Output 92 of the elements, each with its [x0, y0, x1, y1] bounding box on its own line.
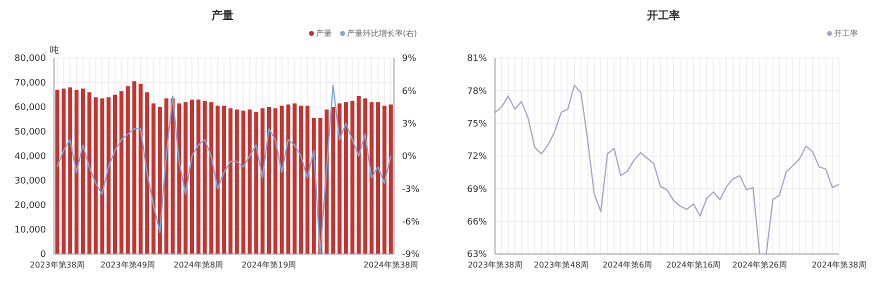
bar	[94, 97, 98, 254]
line-series	[56, 84, 392, 254]
y2-tick-label: 3%	[402, 120, 417, 130]
bar	[202, 100, 207, 254]
bar	[190, 100, 194, 254]
bar	[106, 97, 111, 254]
y-tick-label: 50,000	[14, 128, 46, 138]
bar	[145, 92, 150, 254]
x-tick-label: 2023年第38周	[30, 260, 84, 270]
bar	[234, 109, 239, 254]
bar	[196, 100, 200, 254]
bar	[80, 88, 85, 254]
bar	[248, 109, 252, 254]
bar	[363, 98, 368, 254]
y2-tick-label: 0%	[402, 152, 417, 162]
x-tick-label: 2024年第8周	[174, 260, 224, 270]
bar	[370, 102, 374, 254]
y2-tick-label: -9%	[402, 250, 420, 260]
bar	[344, 102, 348, 254]
bar	[350, 100, 354, 254]
y-tick-label: 60,000	[14, 103, 46, 114]
bar	[331, 107, 336, 254]
x-tick-label: 2023年第48周	[534, 260, 588, 270]
legend-label: 开工率	[833, 28, 858, 39]
bar	[338, 103, 342, 254]
bar	[376, 102, 380, 254]
bar	[158, 107, 162, 254]
y-tick-label: 66%	[466, 218, 488, 228]
bar	[132, 81, 136, 254]
bar	[216, 106, 220, 254]
y-axis-title: 吨	[50, 44, 59, 57]
bar	[184, 102, 188, 254]
bar	[113, 94, 118, 254]
y-tick-label: 20,000	[14, 201, 46, 212]
y2-tick-label: -3%	[402, 184, 420, 195]
bar	[62, 88, 66, 254]
bar	[126, 86, 130, 254]
bar	[209, 102, 214, 254]
bar	[280, 106, 284, 254]
y2-tick-label: -6%	[402, 218, 420, 228]
bar	[273, 108, 278, 254]
legend-label: 产量环比增长率(右)	[346, 28, 417, 39]
y-tick-label: 80,000	[14, 54, 46, 64]
y-tick-label: 81%	[466, 54, 488, 64]
bar	[382, 106, 386, 254]
y-tick-label: 72%	[466, 152, 488, 162]
y-tick-label: 40,000	[14, 152, 46, 162]
bar	[55, 90, 60, 254]
bar	[68, 87, 72, 254]
y2-tick-label: 6%	[402, 86, 417, 97]
y-tick-label: 78%	[466, 86, 488, 97]
chart-title: 开工率	[646, 8, 681, 24]
y2-tick-label: 9%	[402, 54, 417, 64]
y-tick-label: 75%	[466, 120, 488, 130]
x-tick-label: 2024年第38周	[364, 260, 418, 270]
bar	[119, 91, 124, 254]
bar	[74, 90, 79, 254]
bar	[388, 104, 393, 254]
bar	[222, 106, 226, 254]
x-tick-label: 2024年第26周	[732, 260, 787, 270]
bar	[260, 108, 265, 254]
chart-title: 产量	[210, 8, 234, 24]
bar	[164, 98, 168, 254]
x-tick-label: 2024年第16周	[666, 260, 721, 270]
x-tick-label: 2024年第6周	[602, 260, 652, 270]
bar	[152, 103, 156, 254]
y-tick-label: 0	[40, 250, 46, 260]
y-tick-label: 10,000	[14, 226, 46, 236]
bar	[254, 112, 258, 254]
bar	[286, 104, 290, 254]
x-tick-label: 2024年第38周	[812, 260, 866, 270]
bar	[170, 98, 175, 254]
bar	[100, 98, 104, 254]
bar	[292, 103, 297, 254]
x-tick-label: 2023年第38周	[468, 260, 522, 270]
bar	[299, 106, 304, 254]
bar	[266, 107, 271, 254]
y-tick-label: 69%	[466, 184, 488, 195]
legend-label: 产量	[314, 28, 332, 39]
bar	[138, 84, 143, 254]
bar	[356, 96, 361, 254]
bar	[177, 103, 182, 254]
x-tick-label: 2024年第19周	[242, 260, 296, 270]
y-tick-label: 63%	[466, 250, 488, 260]
bar	[87, 92, 92, 254]
x-tick-label: 2023年第49周	[100, 260, 156, 270]
bar	[241, 110, 246, 254]
y-tick-label: 70,000	[14, 78, 46, 89]
bar	[228, 108, 232, 254]
bar	[312, 118, 316, 254]
bar	[305, 106, 310, 254]
y-tick-label: 30,000	[14, 176, 46, 187]
